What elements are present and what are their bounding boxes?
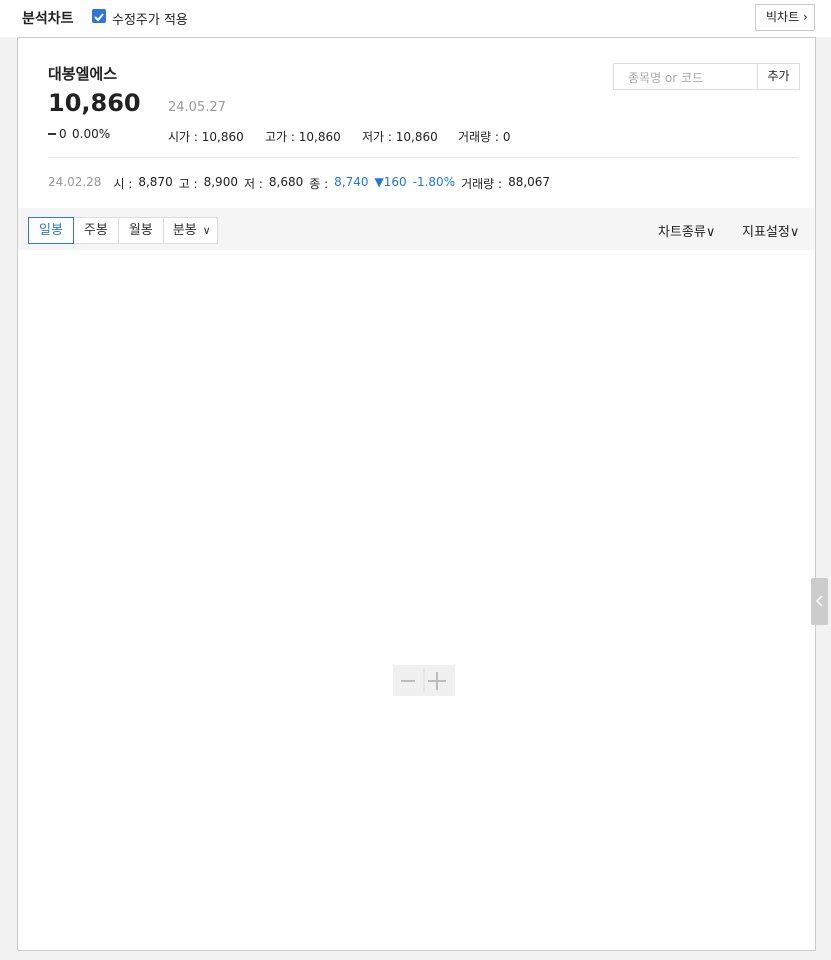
panel <box>17 37 816 951</box>
tab[interactable]: 월봉 <box>117 217 164 244</box>
value: 10,860 <box>395 130 438 144</box>
date: 24.02.28 <box>48 175 102 189</box>
menu-label: 지표설정 <box>742 225 790 240</box>
value: 10,860 <box>201 130 244 144</box>
value: 8,870 <box>138 175 173 189</box>
top-bar <box>0 0 831 37</box>
tab[interactable]: 주봉 <box>72 217 119 244</box>
value: 8,680 <box>268 175 304 189</box>
change-pct: -1.80% <box>412 175 456 189</box>
value: 0 <box>502 130 511 144</box>
label: 종 : <box>309 177 329 191</box>
title: 분석차트 <box>22 11 74 27</box>
stock-date: 24.05.27 <box>168 100 226 115</box>
menu[interactable]: 차트종류∨ <box>658 225 716 240</box>
label: 거래량 : <box>458 130 499 144</box>
tab[interactable]: 일봉 <box>28 217 74 244</box>
big-chart-button[interactable]: 빅차트 › <box>755 4 815 31</box>
low: 저가 : 10,860 <box>362 128 438 145</box>
label: 시가 : <box>168 130 198 144</box>
divider <box>48 157 799 158</box>
label: 시 : <box>113 177 133 191</box>
label: 저 : <box>243 177 263 191</box>
label: 고가 : <box>265 130 295 144</box>
label: 고 : <box>178 177 198 191</box>
arrow: ∨ <box>202 224 211 237</box>
checkbox-label: 수정주가 적용 <box>112 13 188 28</box>
stock-price: 10,860 <box>48 89 141 117</box>
volume: 거래량 : 0 <box>458 128 510 145</box>
change-pct: 0.00% <box>72 127 111 141</box>
add-button[interactable]: 추가 <box>757 63 800 90</box>
flat-icon <box>48 133 56 135</box>
zoom-icons <box>401 672 446 690</box>
button-label: 빅차트 <box>766 10 800 24</box>
change: ▼160 <box>374 175 407 189</box>
label: 거래량 : <box>461 177 503 191</box>
open: 시가 : 10,860 <box>168 128 244 145</box>
menu[interactable]: 지표설정∨ <box>742 225 800 240</box>
value: 8,740 <box>334 175 369 189</box>
stock-name: 대봉엘에스 <box>48 65 118 83</box>
label: 저가 : <box>362 130 392 144</box>
value: 88,067 <box>508 175 551 189</box>
high: 고가 : 10,860 <box>265 128 341 145</box>
change: 0 <box>59 127 67 141</box>
menu-label: 차트종류 <box>658 225 706 240</box>
hover-info: 24.02.28 시 : 8,870 고 : 8,900 저 : 8,680 종 : 8… <box>48 175 550 192</box>
placeholder: 종목명 or 코드 <box>628 71 704 85</box>
tab[interactable]: 분봉 ∨ <box>162 217 218 244</box>
value: 8,900 <box>203 175 238 189</box>
scroll-tab[interactable] <box>811 578 828 625</box>
scroll-icon <box>815 595 823 607</box>
value: 10,860 <box>298 130 341 144</box>
tabs: 일봉 주봉 월봉 분봉 ∨ <box>28 217 218 244</box>
